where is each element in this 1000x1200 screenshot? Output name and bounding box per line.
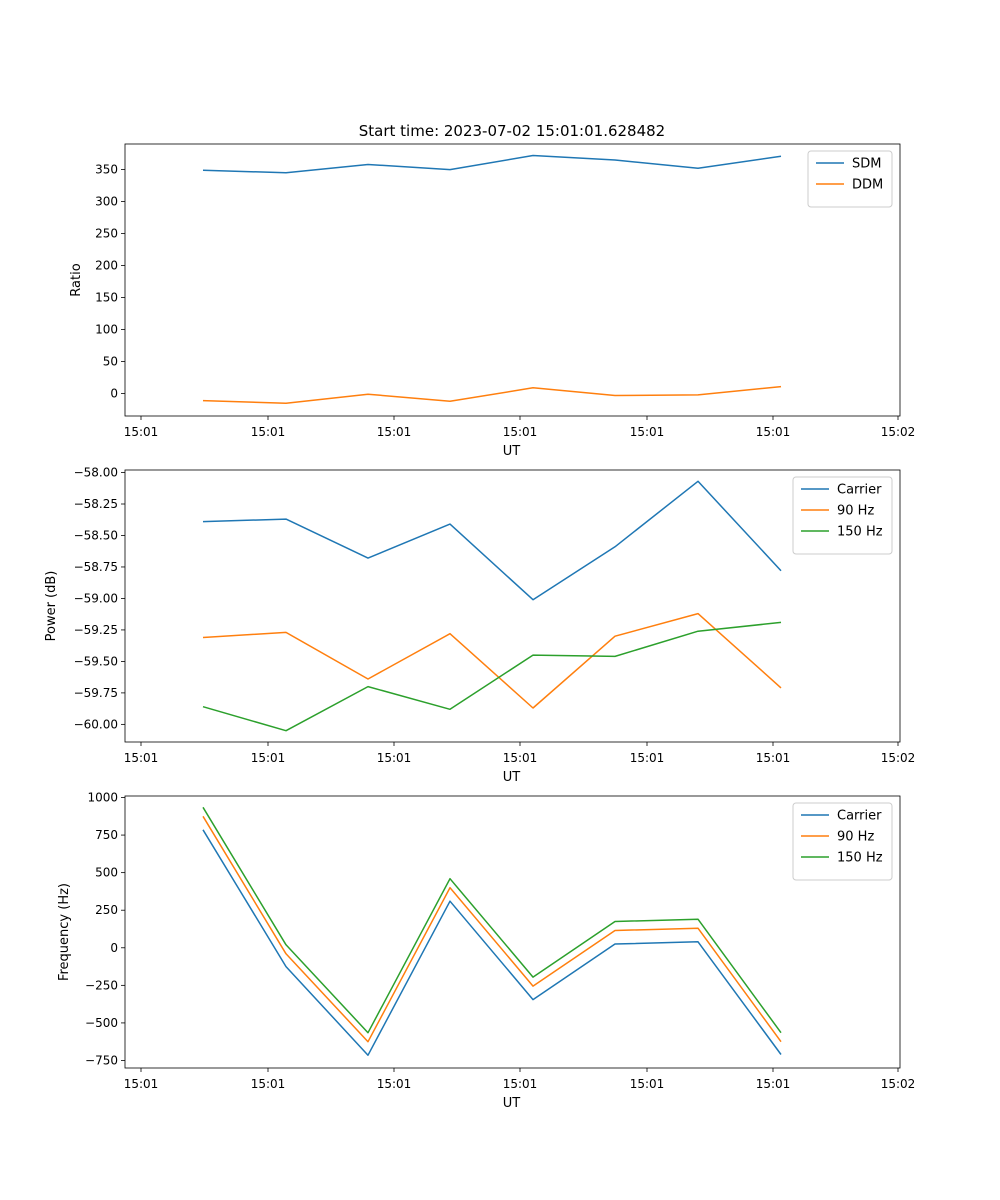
series-line-90-hz bbox=[202, 815, 782, 1043]
y-tick-label: −59.25 bbox=[74, 623, 118, 637]
x-tick-label: 15:01 bbox=[377, 751, 412, 765]
x-tick-label: 15:01 bbox=[377, 1077, 412, 1091]
x-tick-label: 15:01 bbox=[503, 425, 538, 439]
x-tick-label: 15:01 bbox=[251, 751, 286, 765]
x-tick-label: 15:02 bbox=[881, 425, 916, 439]
subplot-2: 15:01 15:01 15:01 15:01 15:01 15:01 15:02 −58.0… bbox=[44, 466, 915, 785]
y-tick-label: 150 bbox=[95, 291, 118, 305]
legend: SDM DDM bbox=[807, 150, 893, 208]
y-tick-label: −59.50 bbox=[74, 654, 118, 668]
legend-label: 90 Hz bbox=[837, 830, 874, 845]
legend-label: 150 Hz bbox=[837, 525, 883, 540]
legend-label: SDM bbox=[852, 157, 881, 172]
legend-label: DDM bbox=[852, 178, 883, 193]
y-tick-label: 1000 bbox=[87, 791, 118, 805]
x-tick-label: 15:01 bbox=[251, 425, 286, 439]
y-axis-label: Frequency (Hz) bbox=[57, 883, 72, 981]
x-tick-label: 15:01 bbox=[503, 751, 538, 765]
legend-box bbox=[792, 802, 893, 881]
y-tick-label: 250 bbox=[95, 227, 118, 241]
y-tick-label: −58.00 bbox=[74, 466, 118, 480]
x-tick-label: 15:01 bbox=[630, 751, 665, 765]
x-tick-label: 15:01 bbox=[756, 425, 791, 439]
y-axis-label: Ratio bbox=[69, 263, 84, 296]
legend-label: Carrier bbox=[837, 483, 882, 498]
y-tick-label: 750 bbox=[95, 828, 118, 842]
x-axis-label: UT bbox=[503, 444, 521, 459]
axes-frame bbox=[124, 143, 901, 417]
y-tick-label: −250 bbox=[85, 978, 118, 992]
y-tick-label: −59.75 bbox=[74, 686, 118, 700]
y-tick-label: 200 bbox=[95, 259, 118, 273]
x-tick-label: 15:02 bbox=[881, 1077, 916, 1091]
y-tick-label: 0 bbox=[110, 387, 118, 401]
y-tick-label: −500 bbox=[85, 1016, 118, 1030]
x-tick-label: 15:01 bbox=[756, 1077, 791, 1091]
y-tick-label: 500 bbox=[95, 866, 118, 880]
axes-frame bbox=[124, 469, 901, 743]
y-tick-label: 100 bbox=[95, 323, 118, 337]
x-tick-label: 15:01 bbox=[124, 751, 159, 765]
legend: Carrier 90 Hz 150 Hz bbox=[792, 476, 893, 555]
y-tick-label: −750 bbox=[85, 1053, 118, 1067]
x-tick-label: 15:01 bbox=[756, 751, 791, 765]
x-tick-label: 15:01 bbox=[630, 1077, 665, 1091]
series-line-90-hz bbox=[202, 612, 782, 709]
x-tick-label: 15:01 bbox=[124, 1077, 159, 1091]
legend-label: Carrier bbox=[837, 809, 882, 824]
y-tick-label: −58.50 bbox=[74, 528, 118, 542]
series-line-sdm bbox=[202, 154, 782, 174]
series-line-150-hz bbox=[202, 621, 782, 732]
x-tick-label: 15:01 bbox=[377, 425, 412, 439]
y-tick-label: −58.25 bbox=[74, 497, 118, 511]
legend: Carrier 90 Hz 150 Hz bbox=[792, 802, 893, 881]
x-tick-label: 15:01 bbox=[251, 1077, 286, 1091]
series-line-150-hz bbox=[202, 806, 782, 1034]
series-line-carrier bbox=[202, 829, 782, 1056]
x-tick-label: 15:02 bbox=[881, 751, 916, 765]
y-tick-label: 300 bbox=[95, 195, 118, 209]
y-tick-label: −60.00 bbox=[74, 717, 118, 731]
y-tick-label: −58.75 bbox=[74, 560, 118, 574]
subplot-panels: 15:01 15:01 15:01 15:01 15:01 15:01 15:02 0 50 10… bbox=[44, 143, 916, 1111]
y-tick-label: −59.00 bbox=[74, 591, 118, 605]
y-axis-label: Power (dB) bbox=[44, 571, 59, 642]
legend-box bbox=[807, 150, 893, 208]
y-tick-label: 0 bbox=[110, 941, 118, 955]
legend-box bbox=[792, 476, 893, 555]
legend-label: 150 Hz bbox=[837, 851, 883, 866]
x-axis-label: UT bbox=[503, 770, 521, 785]
y-tick-label: 50 bbox=[103, 355, 118, 369]
series-line-ddm bbox=[202, 385, 782, 404]
legend-label: 90 Hz bbox=[837, 504, 874, 519]
y-tick-label: 350 bbox=[95, 163, 118, 177]
x-tick-label: 15:01 bbox=[503, 1077, 538, 1091]
y-tick-label: 250 bbox=[95, 903, 118, 917]
subplot-1: 15:01 15:01 15:01 15:01 15:01 15:01 15:02 0 50 10… bbox=[69, 143, 916, 459]
chart-title: Start time: 2023-07-02 15:01:01.628482 bbox=[359, 122, 665, 140]
series-line-carrier bbox=[202, 480, 782, 601]
x-tick-label: 15:01 bbox=[630, 425, 665, 439]
x-tick-label: 15:01 bbox=[124, 425, 159, 439]
x-axis-label: UT bbox=[503, 1096, 521, 1111]
subplot-3: 15:01 15:01 15:01 15:01 15:01 15:01 15:02 1000 7… bbox=[57, 791, 915, 1111]
axes-frame bbox=[124, 795, 901, 1069]
